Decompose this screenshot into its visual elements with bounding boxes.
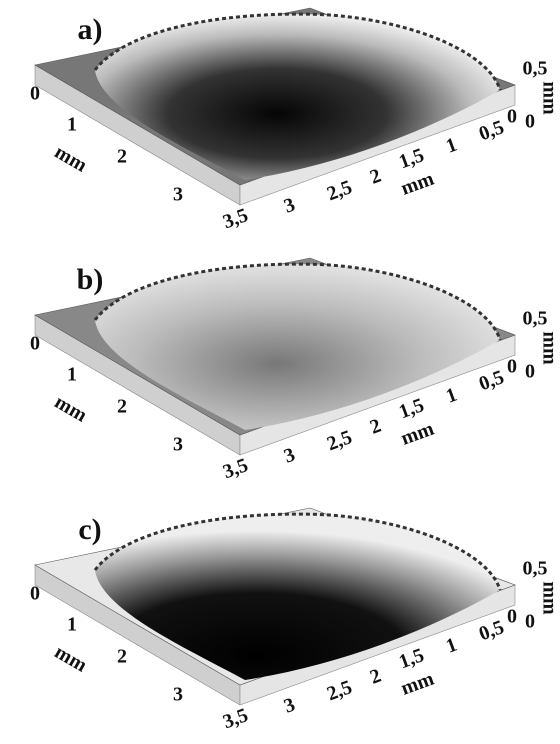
left-tick-label: 1 <box>67 364 77 386</box>
left-tick-label: 1 <box>67 614 77 636</box>
bottom-tick-label: 3,5 <box>220 454 251 483</box>
z-axis-unit: mm <box>538 331 560 365</box>
left-tick-label: 3 <box>173 184 183 206</box>
bottom-tick-label: 3 <box>281 444 298 468</box>
z-zero-label: 0 <box>525 611 535 633</box>
bottom-tick-label: 2,5 <box>324 676 355 705</box>
left-axis-unit: mm <box>51 641 91 677</box>
z-zero-label: 0 <box>525 111 535 133</box>
left-tick-label: 2 <box>117 646 127 668</box>
z-tick-label: 0,5 <box>523 308 548 330</box>
left-tick-label: 3 <box>173 684 183 706</box>
left-axis-unit: mm <box>51 141 91 177</box>
bottom-tick-label: 2 <box>367 665 384 689</box>
left-tick-label: 2 <box>117 146 127 168</box>
left-tick-label: 2 <box>117 396 127 418</box>
z-tick-label: 0,5 <box>523 558 548 580</box>
bottom-tick-label: 3,5 <box>220 704 251 733</box>
left-tick-label: 0 <box>30 83 40 105</box>
bottom-tick-label: 1 <box>443 134 460 158</box>
z-axis-unit: mm <box>538 581 560 615</box>
panel-label: b) <box>77 263 104 296</box>
z-zero-label: 0 <box>507 606 517 628</box>
bottom-tick-label: 1 <box>443 634 460 658</box>
figure: a)0123mm3,532,521,510,5mm0,5mm00b)0123mm… <box>0 0 560 744</box>
z-zero-label: 0 <box>525 361 535 383</box>
bottom-tick-label: 0,5 <box>476 616 507 645</box>
left-tick-label: 1 <box>67 114 77 136</box>
bottom-tick-label: 3 <box>281 194 298 218</box>
bottom-tick-label: 2,5 <box>324 176 355 205</box>
left-tick-label: 3 <box>173 434 183 456</box>
z-axis-unit: mm <box>538 81 560 115</box>
bottom-tick-label: 3 <box>281 694 298 718</box>
z-zero-label: 0 <box>507 106 517 128</box>
bottom-tick-label: 1,5 <box>396 144 427 173</box>
bottom-tick-label: 2 <box>367 165 384 189</box>
panel-label: a) <box>78 13 103 46</box>
left-tick-label: 0 <box>30 333 40 355</box>
panel-label: c) <box>78 513 101 546</box>
left-axis-unit: mm <box>51 391 91 427</box>
bottom-tick-label: 2 <box>367 415 384 439</box>
z-zero-label: 0 <box>507 356 517 378</box>
bottom-tick-label: 0,5 <box>476 366 507 395</box>
bottom-tick-label: 0,5 <box>476 116 507 145</box>
z-tick-label: 0,5 <box>523 58 548 80</box>
bottom-tick-label: 2,5 <box>324 426 355 455</box>
bottom-tick-label: 1,5 <box>396 644 427 673</box>
bottom-tick-label: 1 <box>443 384 460 408</box>
left-tick-label: 0 <box>30 583 40 605</box>
bottom-tick-label: 1,5 <box>396 394 427 423</box>
bottom-tick-label: 3,5 <box>220 204 251 233</box>
